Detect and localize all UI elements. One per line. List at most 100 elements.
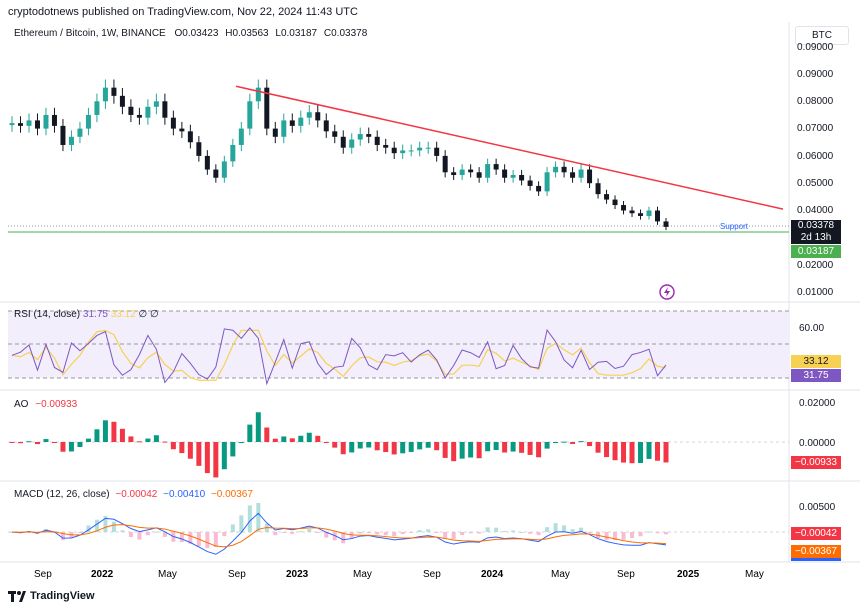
macd-bar: [511, 530, 516, 532]
candle-body: [68, 136, 74, 145]
ao-bar: [323, 442, 329, 443]
ao-bar: [170, 442, 176, 450]
ao-bar: [34, 442, 40, 445]
price-tick: 0.04000: [797, 205, 834, 216]
time-tick: May: [353, 569, 372, 580]
ao-bar: [400, 442, 406, 454]
ao-bar: [638, 442, 644, 464]
ao-bar: [578, 441, 584, 443]
ao-bar: [272, 438, 278, 442]
macd-bar: [324, 532, 329, 538]
macd-bar: [562, 525, 567, 532]
candle-body: [315, 112, 321, 121]
macd-line-marker: [791, 558, 841, 561]
candle-body: [595, 183, 601, 195]
macd-bar: [443, 532, 448, 539]
ao-bar: [587, 442, 593, 447]
ao-bar: [60, 442, 66, 452]
ao-title: AO: [14, 399, 29, 410]
candle-body: [264, 87, 270, 129]
candle-body: [502, 169, 508, 178]
ao-bar: [468, 442, 474, 458]
ao-bar: [383, 442, 389, 453]
price-tick: 0.09000: [797, 69, 834, 80]
macd-legend[interactable]: MACD (12, 26, close) −0.00042 −0.00410 −…: [14, 489, 253, 500]
trendline[interactable]: [235, 85, 784, 210]
macd-signal-value: −0.00367: [210, 489, 253, 500]
currency-button[interactable]: BTC: [795, 26, 849, 45]
candle-body: [587, 169, 593, 184]
macd-bar: [230, 524, 235, 532]
macd-bar: [485, 527, 490, 532]
candle-body: [425, 147, 431, 149]
candle-body: [111, 87, 117, 96]
candle-body: [646, 210, 652, 216]
candle-body: [162, 101, 168, 118]
ao-bar: [213, 442, 219, 478]
ao-legend[interactable]: AO −0.00933: [14, 399, 77, 410]
macd-bar: [570, 529, 575, 532]
macd-bar: [332, 532, 337, 541]
macd-bar: [434, 532, 439, 533]
candle-body: [349, 139, 355, 148]
ao-bar: [179, 442, 185, 454]
macd-bar: [94, 519, 99, 532]
time-tick: 2024: [481, 569, 504, 580]
macd-histogram: [10, 502, 668, 549]
macd-bar: [400, 532, 405, 535]
footer-brand[interactable]: TradingView: [8, 590, 95, 602]
macd-bar: [545, 527, 550, 532]
candle-body: [255, 87, 261, 102]
bar-countdown: 2d 13h: [800, 232, 832, 243]
candle-body: [442, 155, 448, 173]
candle-body: [238, 128, 244, 145]
symbol-name[interactable]: Ethereum / Bitcoin, 1W, BINANCE: [14, 28, 166, 39]
candle-body: [153, 101, 159, 107]
ao-histogram: [9, 412, 669, 478]
macd-bar: [213, 532, 218, 548]
ao-bar: [315, 435, 321, 442]
candle-body: [281, 120, 287, 137]
ohlc-open: O0.03423: [174, 28, 219, 39]
macd-bar: [579, 527, 584, 532]
ao-bar: [425, 442, 431, 448]
candle-body: [26, 120, 32, 126]
ao-bar: [663, 442, 669, 463]
macd-bar: [647, 531, 652, 533]
ao-bar: [94, 429, 100, 442]
ohlc-high: H0.03563: [225, 28, 269, 39]
time-tick: Sep: [423, 569, 441, 580]
rsi-badge: 31.75: [791, 369, 841, 382]
macd-bar: [638, 532, 643, 537]
time-tick: 2025: [677, 569, 700, 580]
footer-brand-text: TradingView: [30, 590, 95, 602]
ao-bar: [340, 442, 346, 455]
ao-bar: [595, 442, 601, 453]
time-axis[interactable]: Sep 2022 May Sep 2023 May Sep 2024 May S…: [34, 569, 764, 580]
ao-bar: [536, 442, 542, 458]
macd-bar: [273, 532, 278, 536]
rsi-ma-badge: 33.12: [791, 355, 841, 368]
ao-bar: [306, 432, 312, 442]
time-tick: 2023: [286, 569, 309, 580]
candle-body: [289, 120, 295, 126]
price-axis[interactable]: 0.09000 0.09000 0.09000 0.08000 0.07000 …: [797, 42, 834, 298]
lightning-icon[interactable]: [659, 284, 675, 300]
macd-bar: [528, 532, 533, 534]
rsi-value: 31.75: [82, 309, 108, 320]
price-tick: 0.02000: [797, 260, 834, 271]
macd-bar: [137, 532, 142, 540]
candle-body: [544, 172, 550, 192]
rsi-legend[interactable]: RSI (14, close) 31.75 33.12 ∅ ∅: [14, 309, 159, 320]
macd-bar: [120, 530, 125, 532]
candle-body: [468, 169, 474, 173]
ao-bar: [221, 442, 227, 470]
rsi-tick: 60.00: [799, 323, 824, 334]
last-price-value: 0.03378: [797, 220, 835, 231]
ao-bar: [238, 442, 244, 443]
macd-bar: [519, 531, 524, 533]
ao-bar: [85, 438, 91, 442]
time-tick: Sep: [617, 569, 635, 580]
ohlc-low: L0.03187: [275, 28, 318, 39]
